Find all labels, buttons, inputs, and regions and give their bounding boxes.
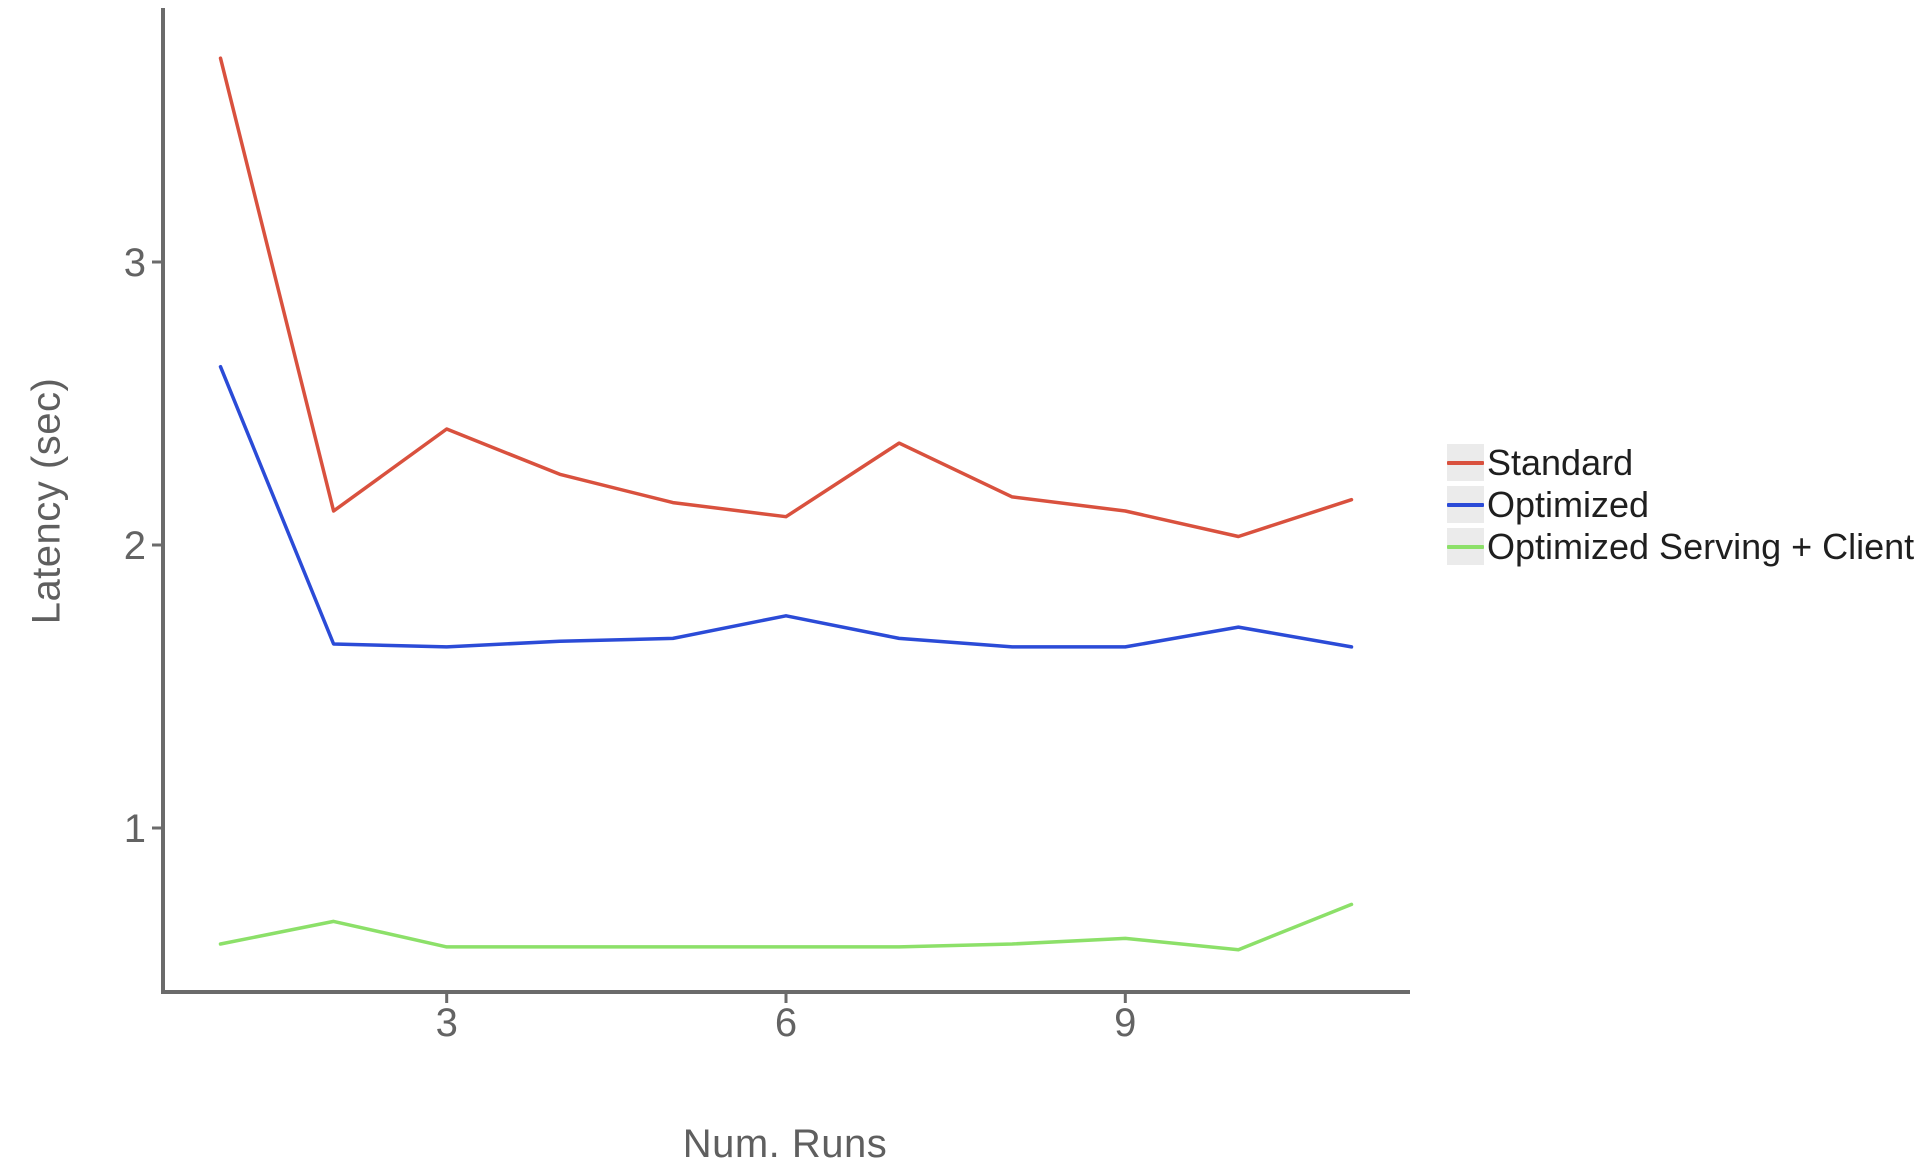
legend-item-standard: Standard <box>1447 444 1914 481</box>
legend-item-optimized-serving-client: Optimized Serving + Client <box>1447 528 1914 565</box>
svg-text:9: 9 <box>1114 1001 1136 1045</box>
legend-key-box <box>1447 444 1484 481</box>
legend-label-optimized: Optimized <box>1487 484 1650 525</box>
legend: Standard Optimized Optimized Serving + C… <box>1447 444 1914 565</box>
legend-key-box <box>1447 528 1484 565</box>
legend-label-optimized-serving-client: Optimized Serving + Client <box>1487 526 1915 567</box>
legend-item-optimized: Optimized <box>1447 486 1914 523</box>
svg-text:6: 6 <box>775 1001 797 1045</box>
svg-text:3: 3 <box>124 241 146 285</box>
legend-key-box <box>1447 486 1484 523</box>
legend-line-icon <box>1447 460 1484 465</box>
legend-label-standard: Standard <box>1487 442 1634 483</box>
x-axis-title: Num. Runs <box>682 1122 888 1166</box>
legend-line-icon <box>1447 502 1484 507</box>
svg-text:2: 2 <box>124 524 146 568</box>
svg-text:1: 1 <box>124 807 146 851</box>
legend-line-icon <box>1447 544 1484 549</box>
y-axis-title: Latency (sec) <box>24 377 69 625</box>
svg-text:3: 3 <box>436 1001 458 1045</box>
